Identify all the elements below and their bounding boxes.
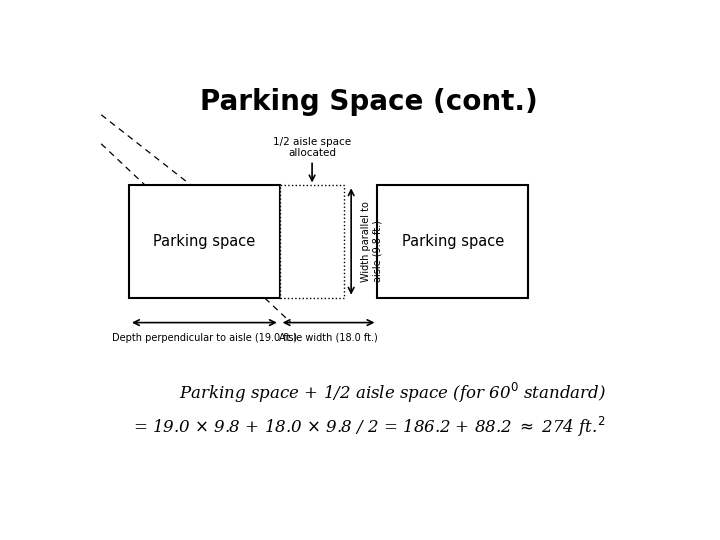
Text: Depth perpendicular to aisle (19.0 ft.): Depth perpendicular to aisle (19.0 ft.) — [112, 333, 297, 343]
Text: Parking space + 1/2 aisle space (for 60$^0$ standard): Parking space + 1/2 aisle space (for 60$… — [179, 381, 606, 406]
Text: Aisle width (18.0 ft.): Aisle width (18.0 ft.) — [279, 333, 378, 343]
Text: Parking space: Parking space — [402, 234, 504, 249]
Bar — [377, 185, 528, 298]
Text: = 19.0 $\times$ 9.8 + 18.0 $\times$ 9.8 / 2 = 186.2 + 88.2 $\approx$ 274 ft.$^2$: = 19.0 $\times$ 9.8 + 18.0 $\times$ 9.8 … — [133, 415, 605, 438]
Bar — [280, 185, 344, 298]
Text: 1/2 aisle space
allocated: 1/2 aisle space allocated — [273, 137, 351, 158]
Bar — [129, 185, 280, 298]
Text: Parking space: Parking space — [153, 234, 256, 249]
Text: Width parallel to
aisle (9.8 ft.): Width parallel to aisle (9.8 ft.) — [361, 201, 382, 282]
Text: Parking Space (cont.): Parking Space (cont.) — [200, 88, 538, 116]
